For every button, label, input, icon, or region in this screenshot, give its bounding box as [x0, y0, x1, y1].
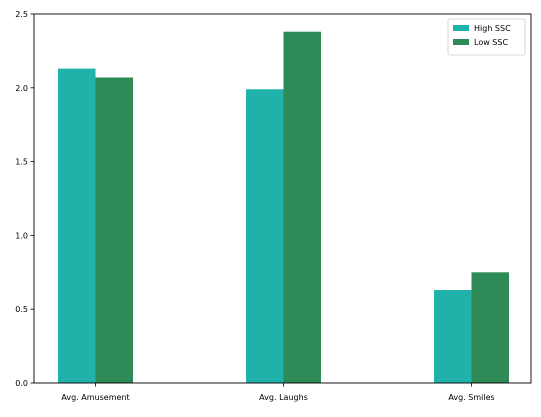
- bars-layer: [58, 31, 509, 383]
- plot-frame: [33, 13, 532, 384]
- y-tick-label-5: 2.5: [15, 10, 28, 19]
- bar-low-ssc-1: [283, 31, 321, 383]
- y-tick-label-0: 0.0: [15, 379, 28, 388]
- bar-low-ssc-0: [95, 77, 133, 383]
- legend-label-0: High SSC: [474, 24, 511, 33]
- y-tick-label-3: 1.5: [15, 158, 28, 167]
- x-tick-label-0: Avg. Amusement: [61, 393, 129, 402]
- bar-high-ssc-1: [246, 89, 284, 383]
- y-tick-label-1: 0.5: [15, 305, 28, 314]
- legend-swatch-1: [453, 39, 469, 45]
- axes-layer: 0.0 0.5 1.0 1.5 2.0 2.5 Avg. Amusement Avg. Lau…: [15, 10, 532, 402]
- y-tick-label-4: 2.0: [15, 84, 28, 93]
- legend: High SSC Low SSC: [447, 18, 526, 56]
- x-tick-label-1: Avg. Laughs: [259, 393, 308, 402]
- bar-high-ssc-0: [58, 68, 96, 383]
- x-tick-label-2: Avg. Smiles: [448, 393, 494, 402]
- legend-swatch-0: [453, 25, 469, 31]
- legend-label-1: Low SSC: [474, 38, 508, 47]
- y-tick-label-2: 1.0: [15, 231, 28, 240]
- bar-low-ssc-2: [471, 272, 509, 383]
- bar-high-ssc-2: [434, 290, 472, 383]
